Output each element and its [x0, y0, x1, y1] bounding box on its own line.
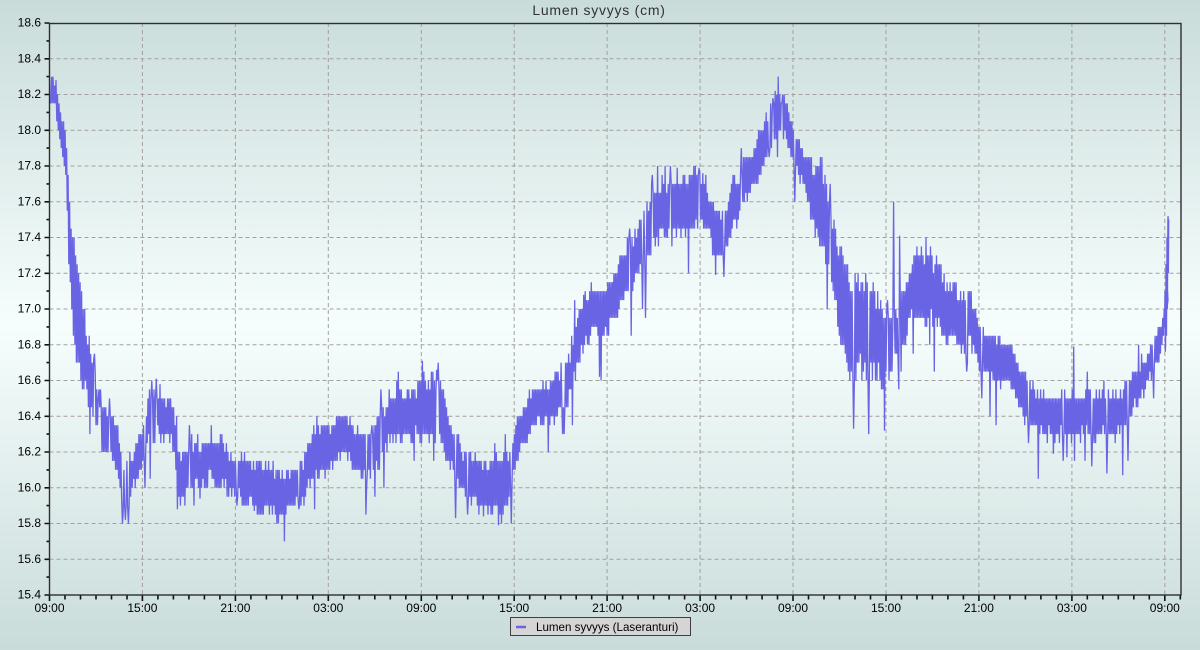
svg-text:17.0: 17.0 — [18, 302, 42, 316]
svg-text:09:00: 09:00 — [406, 601, 436, 615]
svg-text:15:00: 15:00 — [871, 601, 901, 615]
svg-text:18.6: 18.6 — [18, 16, 42, 30]
svg-text:03:00: 03:00 — [313, 601, 343, 615]
svg-text:17.2: 17.2 — [18, 266, 42, 280]
svg-text:21:00: 21:00 — [964, 601, 994, 615]
svg-text:16.4: 16.4 — [18, 409, 42, 423]
svg-text:16.6: 16.6 — [18, 373, 42, 387]
svg-text:Lumen syvyys (Laseranturi): Lumen syvyys (Laseranturi) — [536, 621, 679, 634]
svg-text:18.0: 18.0 — [18, 123, 42, 137]
svg-text:17.8: 17.8 — [18, 159, 42, 173]
svg-text:18.4: 18.4 — [18, 51, 42, 65]
svg-text:17.6: 17.6 — [18, 194, 42, 208]
svg-text:18.2: 18.2 — [18, 87, 42, 101]
svg-text:03:00: 03:00 — [1057, 601, 1087, 615]
svg-text:21:00: 21:00 — [220, 601, 250, 615]
svg-text:17.4: 17.4 — [18, 230, 42, 244]
svg-text:09:00: 09:00 — [1150, 601, 1180, 615]
svg-text:15.4: 15.4 — [18, 588, 42, 602]
svg-text:15.6: 15.6 — [18, 552, 42, 566]
svg-text:09:00: 09:00 — [778, 601, 808, 615]
svg-text:21:00: 21:00 — [592, 601, 622, 615]
svg-text:03:00: 03:00 — [685, 601, 715, 615]
svg-text:15:00: 15:00 — [127, 601, 157, 615]
svg-text:15.8: 15.8 — [18, 516, 42, 530]
svg-text:16.2: 16.2 — [18, 445, 42, 459]
svg-text:Lumen syvyys (cm): Lumen syvyys (cm) — [532, 2, 665, 18]
svg-text:09:00: 09:00 — [34, 601, 64, 615]
svg-text:16.8: 16.8 — [18, 337, 42, 351]
svg-text:15:00: 15:00 — [499, 601, 529, 615]
svg-text:16.0: 16.0 — [18, 480, 42, 494]
